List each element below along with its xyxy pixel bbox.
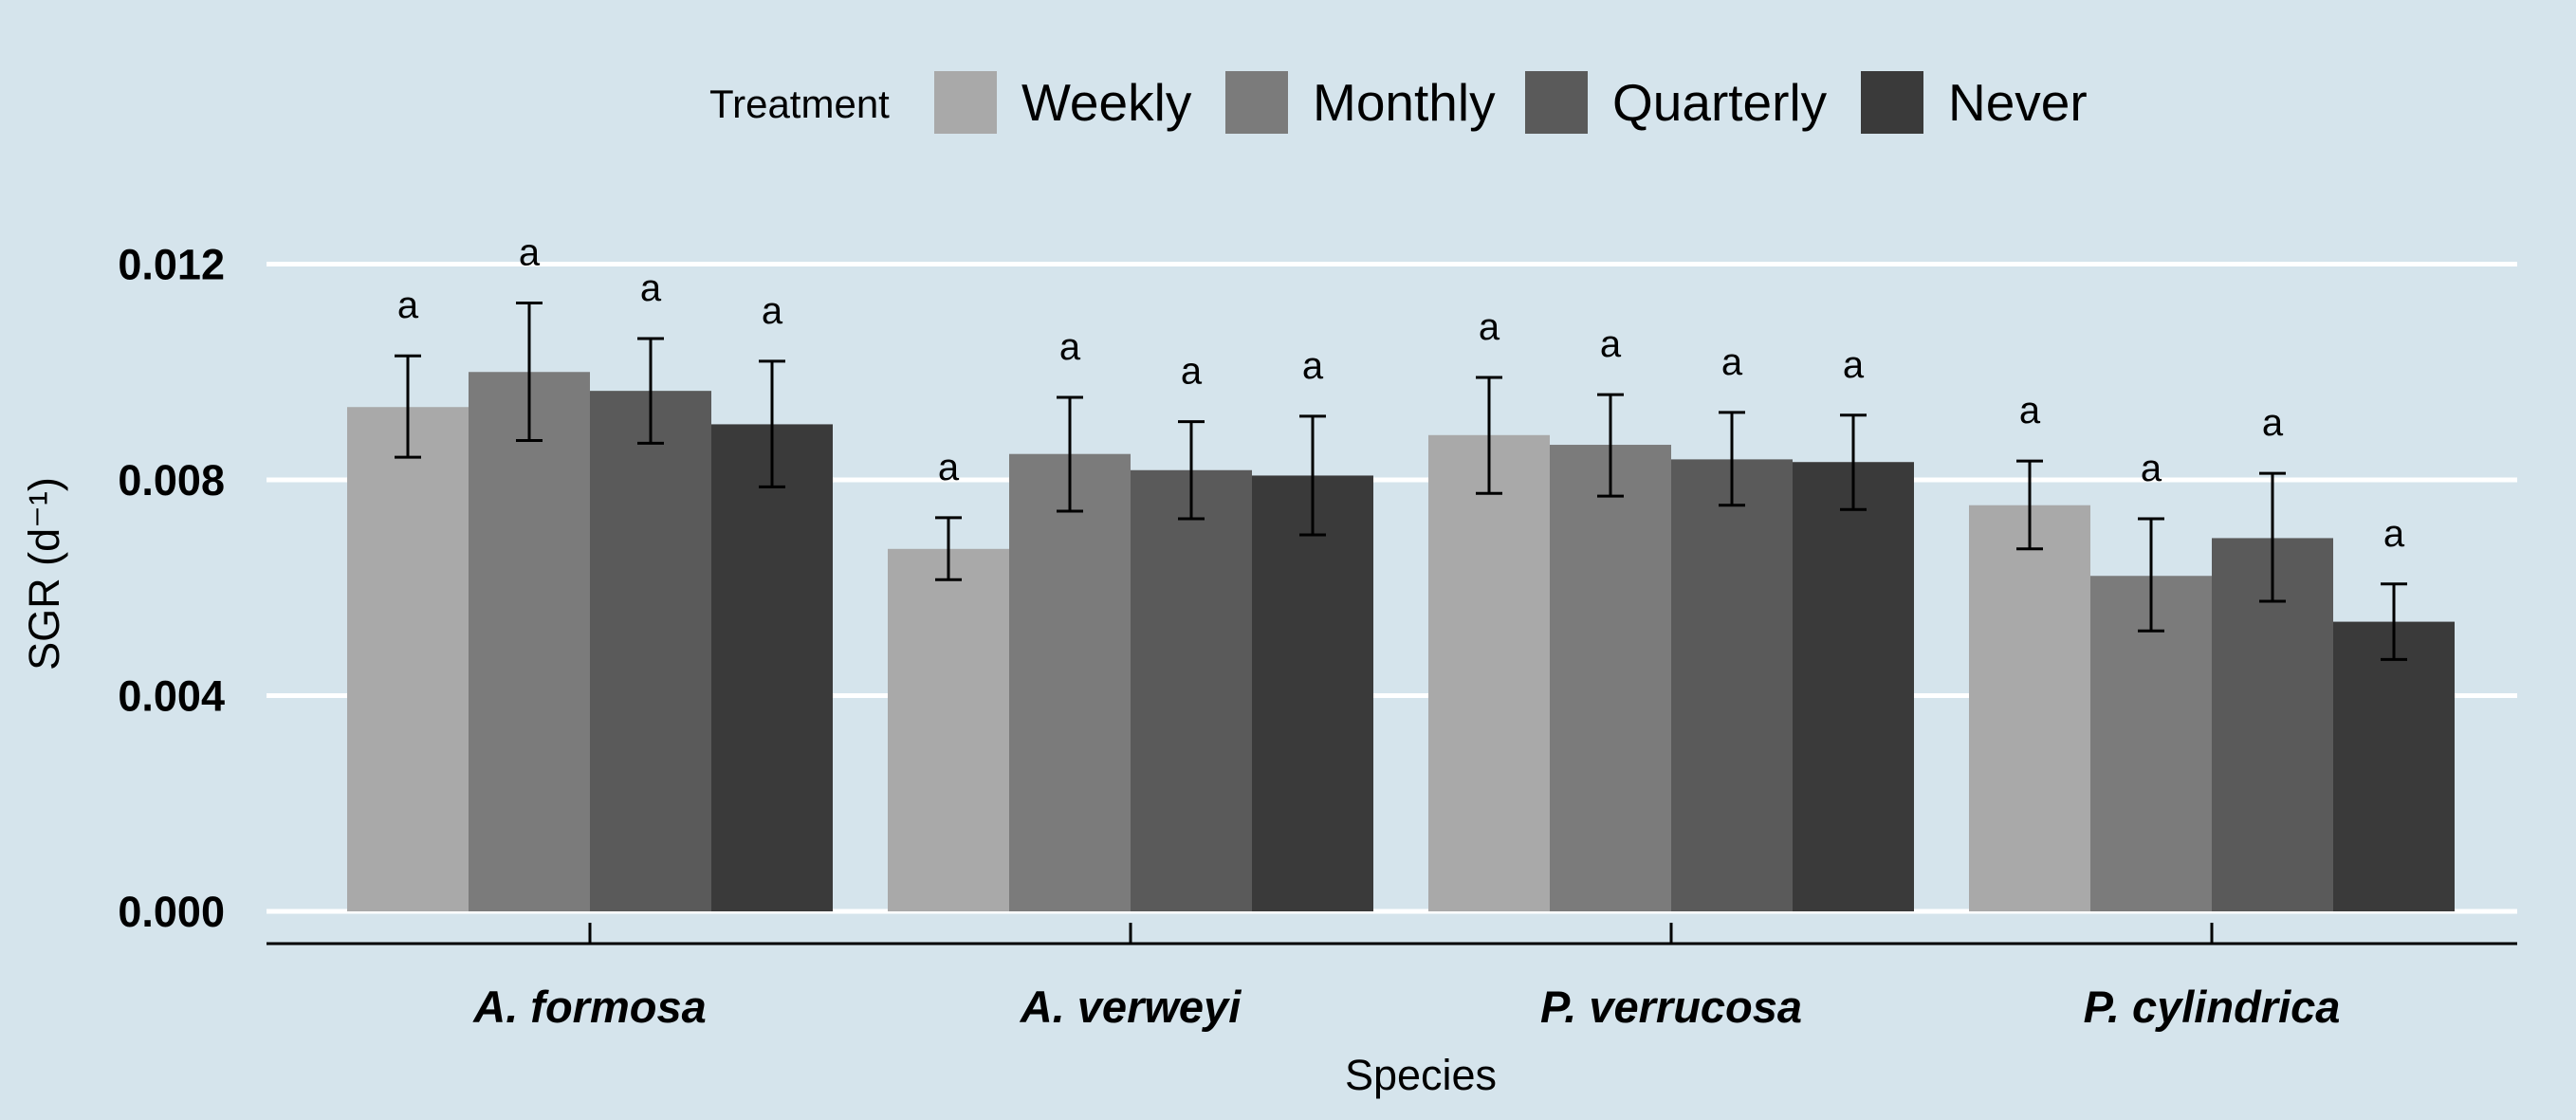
legend-swatch	[1525, 71, 1588, 134]
bar-p-verrucosa-monthly	[1550, 445, 1671, 911]
significance-label: a	[938, 447, 960, 488]
error-bar	[1597, 393, 1624, 498]
error-bar	[1178, 420, 1205, 521]
significance-label: a	[397, 285, 419, 326]
bar-a-verweyi-never	[1252, 475, 1373, 911]
significance-label: a	[2383, 513, 2405, 555]
bar-a-formosa-monthly	[469, 372, 590, 911]
bar-p-verrucosa-never	[1793, 462, 1914, 911]
significance-label: a	[2019, 390, 2041, 431]
significance-label: a	[762, 290, 783, 332]
legend-label: Weekly	[1021, 73, 1192, 132]
bar-a-formosa-never	[711, 424, 833, 911]
significance-label: a	[1181, 351, 1203, 393]
bar-a-verweyi-weekly	[888, 548, 1009, 911]
bars-layer	[347, 372, 2455, 911]
x-tick-label: P. cylindrica	[2084, 982, 2341, 1032]
y-tick-label: 0.012	[118, 241, 225, 289]
y-axis-title: SGR (d⁻¹)	[20, 477, 68, 670]
significance-label: a	[1302, 345, 1324, 387]
error-bar	[2381, 582, 2407, 661]
error-bar	[1476, 376, 1502, 495]
x-axis-title: Species	[1345, 1051, 1497, 1099]
significance-label: a	[1479, 306, 1500, 348]
significance-label: a	[640, 267, 662, 309]
error-bar	[2016, 459, 2043, 551]
bar-a-verweyi-quarterly	[1131, 469, 1252, 911]
error-bar	[1299, 414, 1326, 537]
x-tick-label: P. verrucosa	[1540, 982, 1802, 1032]
error-bar	[1057, 395, 1083, 513]
error-bar	[395, 354, 421, 459]
legend-title: Treatment	[709, 82, 890, 126]
x-tick-label: A. verweyi	[1020, 982, 1242, 1032]
legend-item-monthly: Monthly	[1225, 71, 1496, 134]
significance-labels-layer: a a a a a a a a a a a a a a a a	[397, 231, 2405, 554]
significance-label: a	[2141, 448, 2162, 489]
legend: Treatment Weekly Monthly Quarterly Never	[709, 71, 2088, 134]
legend-swatch	[934, 71, 997, 134]
error-bar	[935, 516, 962, 581]
error-bar	[1840, 413, 1867, 511]
legend-label: Monthly	[1313, 73, 1496, 132]
bar-p-cylindrica-never	[2333, 621, 2455, 911]
legend-label: Never	[1948, 73, 2088, 132]
bar-p-verrucosa-quarterly	[1671, 459, 1793, 911]
significance-label: a	[1843, 344, 1865, 386]
bar-a-formosa-quarterly	[590, 391, 711, 911]
legend-item-weekly: Weekly	[934, 71, 1192, 134]
error-bar	[516, 301, 543, 442]
bar-a-formosa-weekly	[347, 407, 469, 911]
y-tick-label: 0.004	[118, 672, 225, 721]
significance-label: a	[2262, 402, 2284, 444]
bar-p-verrucosa-weekly	[1428, 434, 1550, 911]
x-tick-label: A. formosa	[472, 982, 707, 1032]
significance-label: a	[519, 231, 541, 273]
error-bar	[759, 359, 785, 488]
bar-a-verweyi-monthly	[1009, 453, 1131, 911]
y-tick-label: 0.008	[118, 456, 225, 505]
legend-item-quarterly: Quarterly	[1525, 71, 1828, 134]
error-bars-layer	[395, 301, 2407, 661]
y-tick-label: 0.000	[118, 888, 225, 936]
significance-label: a	[1721, 341, 1743, 383]
axes: 0.000 0.004 0.008 0.012 A. formosa A. verweyi…	[118, 241, 2517, 1032]
significance-label: a	[1600, 323, 1622, 365]
legend-swatch	[1225, 71, 1288, 134]
error-bar	[2259, 471, 2286, 603]
bar-p-cylindrica-weekly	[1969, 505, 2090, 911]
legend-item-never: Never	[1861, 71, 2088, 134]
legend-label: Quarterly	[1612, 73, 1828, 132]
error-bar	[2138, 517, 2164, 633]
error-bar	[637, 337, 664, 445]
significance-label: a	[1059, 326, 1081, 368]
legend-swatch	[1861, 71, 1923, 134]
error-bar	[1719, 411, 1745, 507]
